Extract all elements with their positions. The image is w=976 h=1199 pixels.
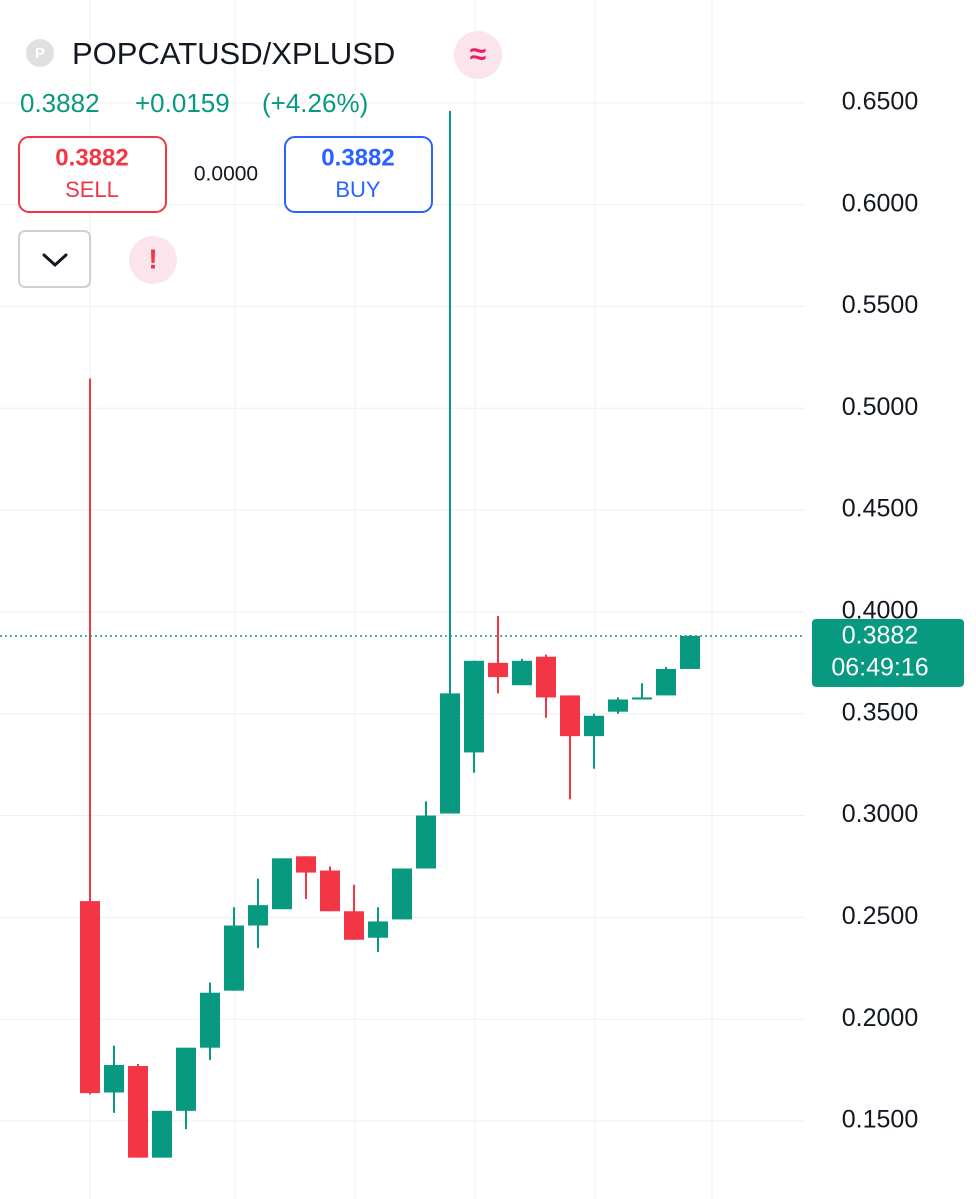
- candle-body: [680, 635, 700, 669]
- y-tick-label: 0.4500: [842, 495, 918, 523]
- candle-body: [224, 925, 244, 991]
- alert-text: !: [148, 243, 157, 274]
- candle-body: [656, 668, 676, 696]
- y-tick-label: 0.1500: [842, 1106, 918, 1134]
- candle-body: [392, 868, 412, 920]
- spread: 0.0000: [194, 163, 258, 186]
- candle-body: [80, 901, 100, 1094]
- candle-body: [248, 905, 268, 926]
- y-tick-label: 0.5000: [842, 393, 918, 421]
- candle-body: [296, 856, 316, 873]
- candle-body: [128, 1066, 148, 1158]
- buy-button[interactable]: [284, 136, 433, 213]
- last-price-label: 0.3882: [842, 622, 918, 650]
- chevron-icon: [42, 253, 68, 268]
- candle-body: [584, 715, 604, 737]
- y-tick-label: 0.5500: [842, 291, 918, 319]
- buy-label: BUY: [335, 177, 381, 202]
- y-tick-label: 0.3500: [842, 698, 918, 726]
- last-price-tag: [812, 618, 964, 687]
- candle-body: [104, 1065, 124, 1093]
- buy-price: 0.3882: [321, 144, 394, 171]
- quote-change-pct: (+4.26%): [262, 88, 368, 118]
- sell-button[interactable]: [18, 136, 167, 213]
- candle-body: [176, 1047, 196, 1111]
- y-tick-label: 0.3000: [842, 800, 918, 828]
- dropdown-button[interactable]: [18, 230, 91, 288]
- candle-body: [368, 921, 388, 938]
- y-tick-label: 0.6500: [842, 87, 918, 115]
- candle-body: [632, 697, 652, 700]
- candle-body: [416, 815, 436, 869]
- alert-icon[interactable]: [129, 236, 177, 284]
- candle-body: [608, 699, 628, 712]
- candle-body: [272, 858, 292, 910]
- candle-body: [536, 656, 556, 698]
- candle-body: [488, 662, 508, 678]
- candle-body: [560, 695, 580, 737]
- y-tick-label: 0.2500: [842, 902, 918, 930]
- candle-body: [440, 693, 460, 814]
- symbol[interactable]: POPCATUSD/XPLUSD: [72, 36, 395, 71]
- candle-body: [464, 660, 484, 753]
- candle-body: [320, 870, 340, 912]
- badge[interactable]: [454, 31, 502, 79]
- symbol-icon: [26, 39, 54, 67]
- y-tick-label: 0.6000: [842, 189, 918, 217]
- badge-text: ≈: [470, 38, 486, 71]
- candle-body: [152, 1110, 172, 1158]
- candle-body: [512, 660, 532, 686]
- quote-change: +0.0159: [135, 88, 230, 118]
- countdown-timer: 06:49:16: [831, 654, 928, 682]
- sell-label: SELL: [65, 177, 119, 202]
- candle-body: [344, 911, 364, 940]
- candle-body: [200, 992, 220, 1048]
- sell-price: 0.3882: [55, 144, 128, 171]
- symbol-icon-text: P: [35, 45, 45, 62]
- quote-price: 0.3882: [20, 88, 100, 118]
- y-tick-label: 0.2000: [842, 1004, 918, 1032]
